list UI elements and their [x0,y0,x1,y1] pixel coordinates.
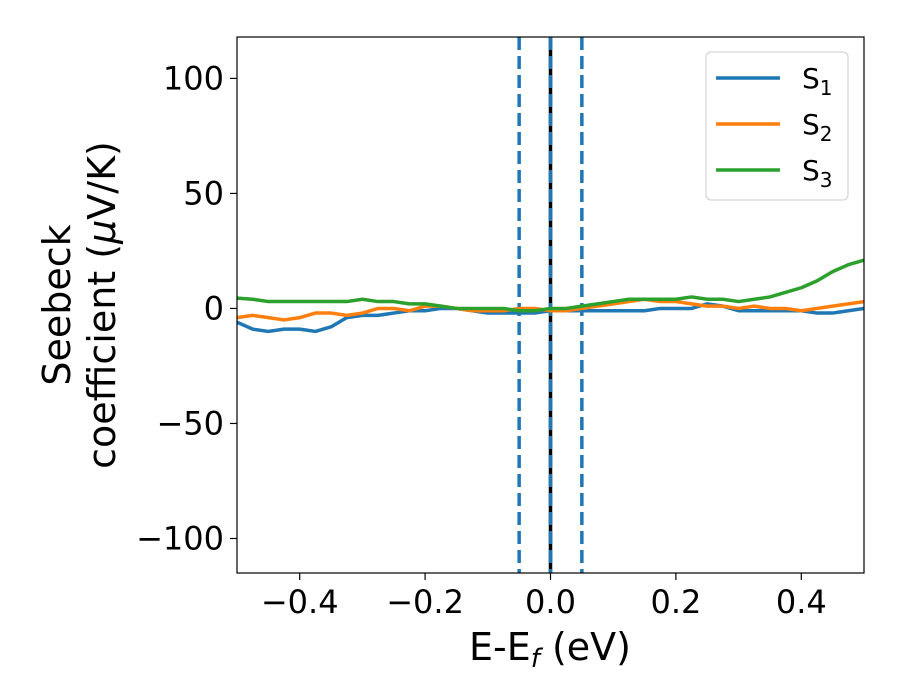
series-line-S3 [237,258,864,313]
y-tick-label: −100 [136,519,224,557]
legend-label-S3: S3 [802,154,833,192]
x-axis-ticks: −0.4 −0.2 0.0 0.2 0.4 [261,573,827,621]
x-tick-label: 0.0 [525,583,576,621]
x-tick-label: −0.2 [386,583,464,621]
legend-box [705,51,849,201]
y-tick-label: 50 [183,174,224,212]
series-lines [237,258,864,334]
y-axis-label: Seebeck coefficient (μV/K) [35,141,124,469]
x-tick-label: 0.2 [650,583,701,621]
legend: S1 S2 S3 [705,51,849,201]
y-tick-label: 100 [163,59,224,97]
x-tick-label: −0.4 [261,583,339,621]
y-tick-label: −50 [156,404,224,442]
series-line-S2 [237,297,864,322]
legend-label-S2: S2 [802,108,833,146]
y-tick-label: 0 [204,289,224,327]
x-tick-label: 0.4 [776,583,827,621]
y-axis-label-line2: coefficient (μV/K) [80,141,124,469]
y-axis-ticks: −100 −50 0 50 100 [136,59,237,557]
x-axis-label: E-Ef (eV) [469,625,631,674]
y-axis-label-line1: Seebeck [35,224,79,385]
legend-label-S1: S1 [802,62,833,100]
